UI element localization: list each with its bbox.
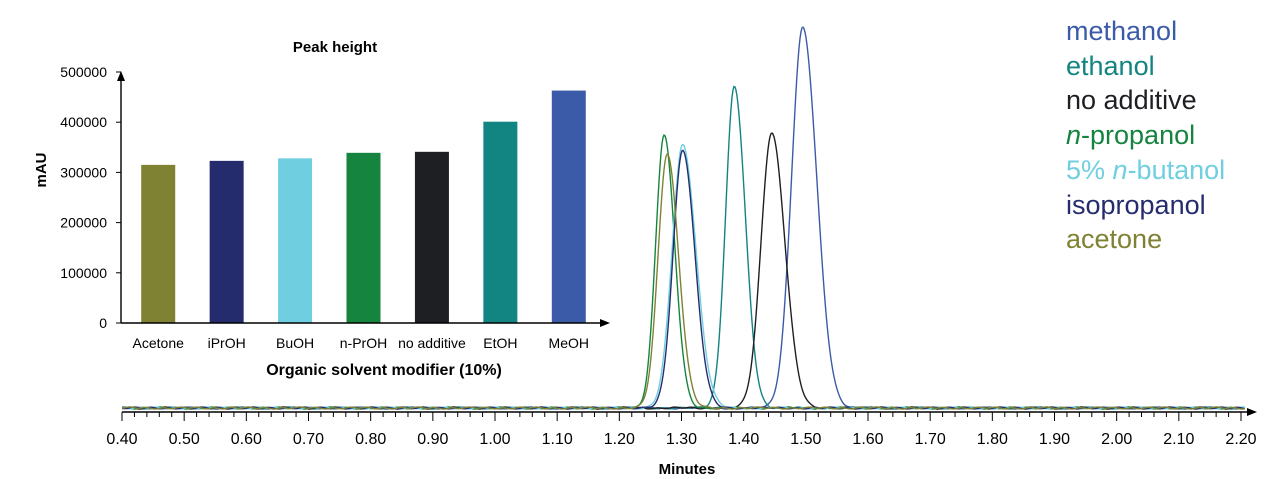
inset-bar <box>551 90 586 323</box>
inset-category-label: EtOH <box>483 335 517 351</box>
x-tick-label: 1.10 <box>542 431 573 448</box>
x-tick-label: 1.60 <box>852 431 883 448</box>
inset-y-axis-title: mAU <box>33 152 50 187</box>
inset-y-tick-label: 0 <box>99 315 107 331</box>
x-tick-label: 0.90 <box>417 431 448 448</box>
inset-category-label: Acetone <box>133 335 185 351</box>
inset-x-axis-title: Organic solvent modifier (10%) <box>266 362 502 379</box>
legend-text-part: n <box>1112 154 1128 185</box>
legend-item: no additive <box>1066 83 1261 118</box>
x-axis-tick-labels: 0.40 0.50 0.60 0.70 0.80 0.90 1.00 1.10 1.20 1.30… <box>106 431 1256 448</box>
inset-category-label: BuOH <box>276 335 314 351</box>
inset-y-tick-label: 100000 <box>60 265 107 281</box>
legend-text-part: -propanol <box>1081 120 1196 151</box>
x-tick-label: 0.60 <box>231 431 262 448</box>
inset-bar <box>414 151 449 323</box>
x-tick-label: 2.20 <box>1225 431 1256 448</box>
legend-text-part: n <box>1066 120 1082 151</box>
inset-category-label: n-PrOH <box>340 335 387 351</box>
chromatogram-chart: 0.40 0.50 0.60 0.70 0.80 0.90 1.00 1.10 1.20 1.30… <box>106 26 1257 478</box>
x-tick-label: 1.90 <box>1039 431 1070 448</box>
legend-text-part: 5% <box>1066 154 1113 185</box>
x-tick-label: 2.10 <box>1163 431 1194 448</box>
legend-text-part: acetone <box>1066 224 1163 255</box>
x-axis-arrow <box>1247 408 1257 416</box>
legend-item: isopropanol <box>1066 188 1261 223</box>
x-tick-label: 1.30 <box>666 431 697 448</box>
legend-item: 5% n-butanol <box>1066 153 1261 188</box>
legend-text-part: no additive <box>1066 85 1197 116</box>
legend-item: ethanol <box>1066 49 1261 84</box>
legend-text-part: methanol <box>1066 16 1178 46</box>
legend: methanol ethanol no additive n-propanol 5% n… <box>1066 14 1261 257</box>
x-tick-label: 0.80 <box>355 431 386 448</box>
legend-item: acetone <box>1066 222 1261 257</box>
inset-bar <box>483 121 518 323</box>
x-tick-label: 1.20 <box>604 431 635 448</box>
legend-text-part: -butanol <box>1127 154 1226 185</box>
inset-title: Peak height <box>293 39 377 56</box>
inset-category-label: MeOH <box>549 335 589 351</box>
inset-x-axis-arrow <box>600 319 610 327</box>
legend-text-part: ethanol <box>1066 50 1155 81</box>
inset-bar <box>141 164 176 323</box>
legend-item: n-propanol <box>1066 118 1261 153</box>
chromatogram-traces <box>121 26 1246 410</box>
inset-y-tick-labels: 0 100000 200000 300000 400000 500000 <box>60 64 107 331</box>
inset-y-tick-label: 200000 <box>60 215 107 231</box>
inset-category-labels: Acetone iPrOH BuOH n-PrOH no additive EtOH MeO… <box>133 335 589 351</box>
x-tick-label: 1.80 <box>977 431 1008 448</box>
inset-bars <box>141 90 586 323</box>
inset-bar <box>278 158 313 323</box>
x-tick-label: 0.50 <box>169 431 200 448</box>
x-tick-label: 1.40 <box>728 431 759 448</box>
peak-height-inset-chart: Peak height mAU 0 100000 200000 300000 40000… <box>33 39 610 379</box>
inset-y-ticks <box>116 71 121 324</box>
x-tick-label: 1.00 <box>479 431 510 448</box>
x-tick-label: 0.40 <box>106 431 137 448</box>
inset-bar <box>209 160 244 323</box>
legend-item: methanol <box>1066 14 1261 49</box>
inset-y-tick-label: 500000 <box>60 64 107 80</box>
x-tick-label: 1.70 <box>915 431 946 448</box>
inset-y-tick-label: 400000 <box>60 114 107 130</box>
x-tick-label: 0.70 <box>293 431 324 448</box>
legend-text-part: isopropanol <box>1066 189 1206 220</box>
inset-bar <box>346 152 381 323</box>
inset-category-label: no additive <box>398 335 466 351</box>
x-tick-label: 2.00 <box>1101 431 1132 448</box>
inset-y-axis-arrow <box>117 71 125 81</box>
trace-line <box>121 153 1246 410</box>
x-axis-ticks <box>121 412 1242 421</box>
x-tick-label: 1.50 <box>790 431 821 448</box>
inset-category-label: iPrOH <box>208 335 246 351</box>
inset-y-tick-label: 300000 <box>60 164 107 180</box>
x-axis-title: Minutes <box>659 461 716 478</box>
